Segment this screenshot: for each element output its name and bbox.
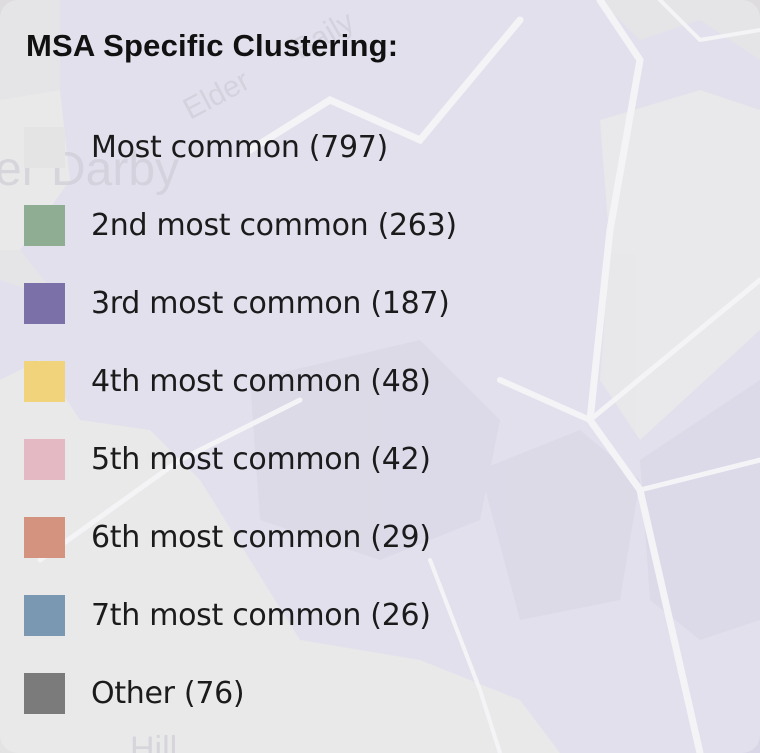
legend-item[interactable]: 2nd most common (263): [24, 186, 457, 264]
legend-item[interactable]: Most common (797): [24, 108, 457, 186]
legend-list: Most common (797) 2nd most common (263) 3r…: [24, 108, 457, 732]
legend-label: 6th most common (29): [91, 519, 431, 555]
legend-label: 3rd most common (187): [91, 285, 450, 321]
legend-item[interactable]: 3rd most common (187): [24, 264, 457, 342]
legend-label: Other (76): [91, 675, 245, 711]
legend-item[interactable]: 4th most common (48): [24, 342, 457, 420]
legend-swatch: [24, 672, 65, 714]
map-label-hill: Hill: [130, 730, 177, 753]
legend-swatch: [24, 126, 65, 168]
legend-item[interactable]: 6th most common (29): [24, 498, 457, 576]
legend-item[interactable]: 7th most common (26): [24, 576, 457, 654]
legend-label: 5th most common (42): [91, 441, 431, 477]
legend-swatch: [24, 594, 65, 636]
legend-label: 2nd most common (263): [91, 207, 457, 243]
legend-swatch: [24, 360, 65, 402]
legend-title: MSA Specific Clustering:: [26, 28, 399, 63]
legend-item[interactable]: 5th most common (42): [24, 420, 457, 498]
legend-label: Most common (797): [91, 129, 388, 165]
legend-label: 7th most common (26): [91, 597, 431, 633]
legend-swatch: [24, 204, 65, 246]
legend-label: 4th most common (48): [91, 363, 431, 399]
legend-swatch: [24, 516, 65, 558]
legend-swatch: [24, 438, 65, 480]
legend-swatch: [24, 282, 65, 324]
legend-item[interactable]: Other (76): [24, 654, 457, 732]
